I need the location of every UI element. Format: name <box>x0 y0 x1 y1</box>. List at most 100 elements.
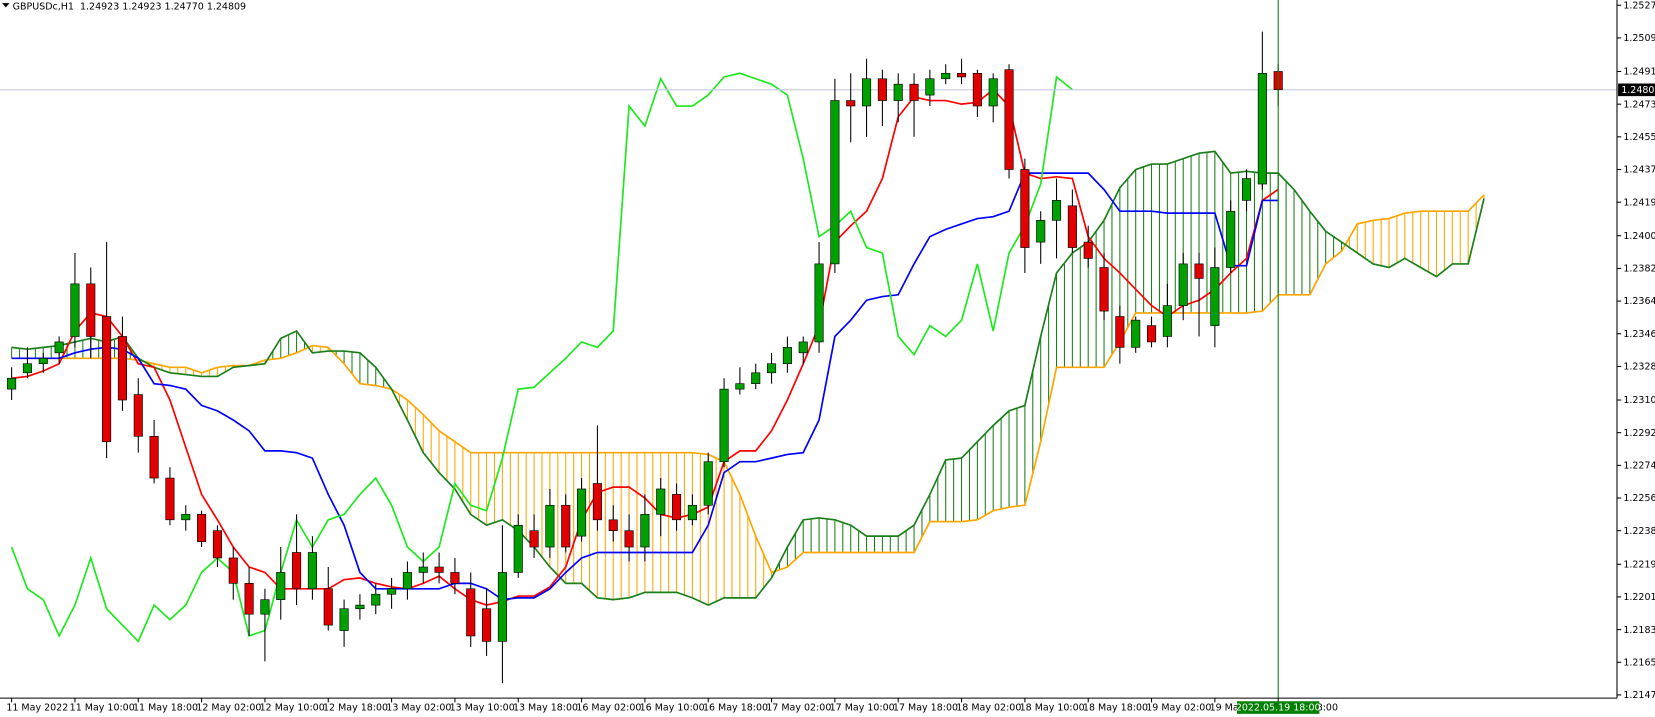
candle-body <box>165 477 175 521</box>
chart-title: GBPUSDc,H1 1.24923 1.24923 1.24770 1.248… <box>13 1 246 12</box>
candle-body <box>972 72 982 107</box>
candle-body <box>339 608 349 631</box>
candle-body <box>371 593 381 606</box>
y-tick-label: 1.21835 <box>1623 625 1655 636</box>
y-tick-label: 1.24190 <box>1623 197 1655 208</box>
candle-body <box>355 604 365 610</box>
candle-body <box>577 488 587 537</box>
x-tick-label: 12 May 10:00 <box>260 703 325 714</box>
candle-body <box>1036 220 1046 243</box>
candle-body <box>814 263 824 343</box>
candle-body <box>260 599 270 615</box>
y-tick-label: 1.24370 <box>1623 165 1655 176</box>
x-tick-label: 11 May 18:00 <box>133 703 198 714</box>
candle-body <box>212 530 222 559</box>
x-tick-label: 11 May 10:00 <box>70 703 135 714</box>
candle-body <box>1099 267 1109 312</box>
x-tick-label: 13 May 10:00 <box>450 703 515 714</box>
candle-body <box>893 83 903 101</box>
y-tick-label: 1.25275 <box>1623 0 1655 11</box>
y-tick-label: 1.23465 <box>1623 329 1655 340</box>
candle-body <box>181 514 191 521</box>
crosshair-label-box <box>1237 701 1320 714</box>
candle-body <box>1257 72 1267 185</box>
candle-body <box>450 572 460 584</box>
candle-body <box>672 494 682 521</box>
candle-body <box>751 372 761 384</box>
indicator-line <box>10 72 1073 643</box>
candle-body <box>149 436 159 479</box>
candle-body <box>22 363 32 374</box>
candle-body <box>608 519 618 532</box>
candle-body <box>133 394 143 437</box>
y-tick-label: 1.22920 <box>1623 428 1655 439</box>
span-a-line <box>11 150 1485 607</box>
y-tick-label: 1.22015 <box>1623 592 1655 603</box>
candle-body <box>1178 263 1188 306</box>
candles-layer <box>7 31 1283 684</box>
y-tick-label: 1.23825 <box>1623 264 1655 275</box>
candle-body <box>798 341 808 354</box>
candle-body <box>323 588 333 626</box>
candle-body <box>529 530 539 548</box>
x-tick-label: 19 May 02:00 <box>1146 703 1211 714</box>
candle-body <box>877 78 887 101</box>
candle-body <box>941 72 951 80</box>
x-tick-label: 13 May 02:00 <box>386 703 451 714</box>
y-tick-label: 1.24005 <box>1623 231 1655 242</box>
candle-body <box>1241 178 1252 201</box>
candle-body <box>497 572 507 642</box>
candle-body <box>1131 319 1141 348</box>
candle-body <box>1146 325 1157 343</box>
candle-body <box>656 488 666 515</box>
span-b-line <box>11 194 1485 574</box>
cloud-layer <box>11 150 1485 607</box>
x-tick-label: 12 May 18:00 <box>323 703 388 714</box>
candle-body <box>70 283 80 337</box>
candle-body <box>1067 205 1077 248</box>
candle-body <box>86 283 96 337</box>
y-tick-label: 1.24910 <box>1623 67 1655 78</box>
y-tick-label: 1.25095 <box>1623 33 1655 44</box>
y-tick-label: 1.23285 <box>1623 362 1655 373</box>
x-tick-label: 16 May 10:00 <box>640 703 705 714</box>
candle-body <box>117 336 127 401</box>
candle-body <box>197 514 207 542</box>
candle-body <box>402 572 412 590</box>
y-tick-label: 1.21655 <box>1623 657 1655 668</box>
candle-body <box>1194 263 1204 279</box>
x-tick-label: 16 May 18:00 <box>703 703 768 714</box>
candle-body <box>292 552 302 590</box>
y-tick-label: 1.24730 <box>1623 99 1655 110</box>
candle-body <box>482 608 492 642</box>
candle-body <box>909 83 919 101</box>
menu-triangle[interactable] <box>2 3 10 8</box>
candle-body <box>102 316 112 443</box>
candle-body <box>513 524 523 573</box>
candle-body <box>703 461 713 506</box>
candle-body <box>1083 241 1093 259</box>
x-tick-label: 17 May 10:00 <box>830 703 895 714</box>
candle-body <box>988 78 998 107</box>
candle-body <box>434 566 444 573</box>
candle-body <box>957 72 967 78</box>
x-tick-label: 16 May 02:00 <box>576 703 641 714</box>
candle-body <box>7 377 17 390</box>
last-price-box <box>1618 83 1655 97</box>
candle-body <box>561 504 571 548</box>
x-tick-label: 17 May 18:00 <box>893 703 958 714</box>
x-tick-label: 18 May 18:00 <box>1083 703 1148 714</box>
y-tick-label: 1.22380 <box>1623 526 1655 537</box>
last-price-label: 1.24809 <box>1621 85 1655 96</box>
candle-body <box>1004 69 1014 170</box>
candle-body <box>1052 200 1062 221</box>
y-tick-label: 1.21475 <box>1623 690 1655 701</box>
x-tick-label: 17 May 02:00 <box>766 703 831 714</box>
x-tick-label: 18 May 10:00 <box>1020 703 1085 714</box>
candle-body <box>1020 169 1030 248</box>
candle-body <box>307 552 317 590</box>
candle-body <box>782 347 792 365</box>
